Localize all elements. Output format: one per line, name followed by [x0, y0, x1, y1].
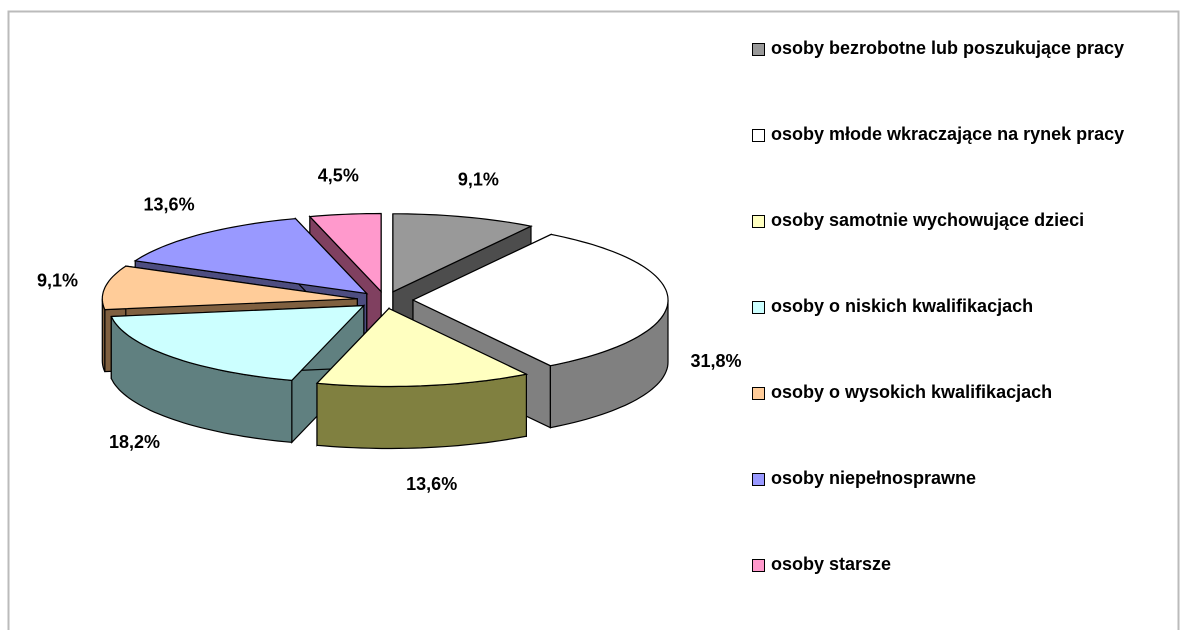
data-label: 31,8%	[690, 351, 741, 371]
data-label: 18,2%	[109, 432, 160, 452]
legend-label: osoby o niskich kwalifikacjach	[771, 296, 1034, 316]
legend-item: osoby bezrobotne lub poszukujące pracy	[752, 32, 1172, 65]
data-label: 9,1%	[37, 271, 78, 291]
legend-swatch	[752, 473, 765, 486]
slice	[308, 212, 382, 294]
slice	[315, 307, 529, 388]
legend-item: osoby o wysokich kwalifikacjach	[752, 376, 1172, 409]
legend-label: osoby niepełnosprawne	[771, 468, 977, 488]
data-label: 13,6%	[144, 194, 195, 214]
legend-label: osoby o wysokich kwalifikacjach	[771, 382, 1053, 402]
slice	[101, 265, 358, 311]
chart-border	[7, 10, 1180, 630]
legend-item: osoby o niskich kwalifikacjach	[752, 290, 1172, 323]
legend-swatch	[752, 387, 765, 400]
legend-item: osoby młode wkraczające na rynek pracy	[752, 118, 1172, 151]
data-label: 13,6%	[406, 474, 457, 494]
data-label: 4,5%	[318, 165, 359, 185]
slice	[110, 304, 366, 382]
legend-swatch	[752, 215, 765, 228]
legend-label: osoby młode wkraczające na rynek pracy	[771, 124, 1125, 144]
slice	[411, 233, 669, 367]
legend-item: osoby starsze	[752, 548, 1172, 581]
legend-swatch	[752, 129, 765, 142]
legend-item: osoby samotnie wychowujące dzieci	[752, 204, 1172, 237]
legend-swatch	[752, 559, 765, 572]
legend-label: osoby starsze	[771, 554, 892, 574]
legend-label: osoby bezrobotne lub poszukujące pracy	[771, 38, 1125, 58]
legend-item: osoby niepełnosprawne	[752, 462, 1172, 495]
slice	[392, 213, 533, 293]
data-label: 9,1%	[458, 169, 499, 189]
legend-label: osoby samotnie wychowujące dzieci	[771, 210, 1085, 230]
legend-swatch	[752, 301, 765, 314]
slice	[133, 217, 369, 295]
legend-swatch	[752, 43, 765, 56]
